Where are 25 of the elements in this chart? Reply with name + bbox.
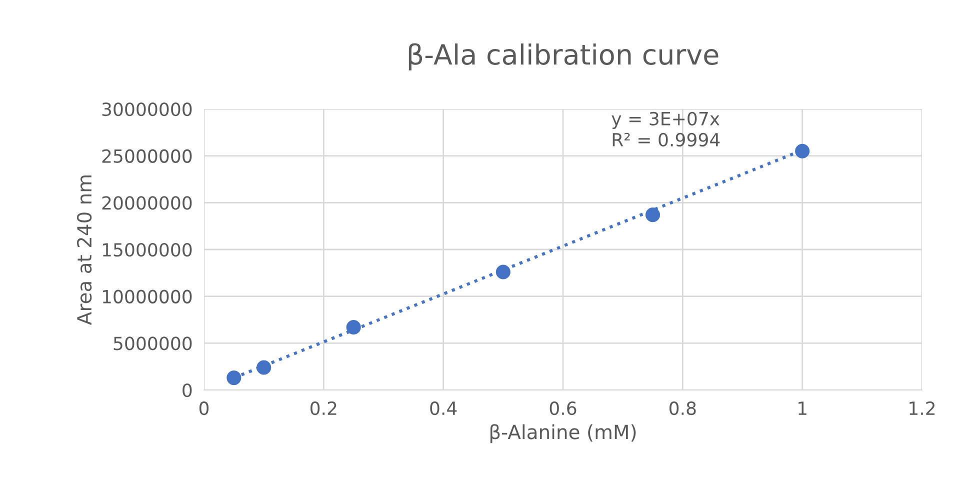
x-axis-title: β-Alanine (mM) [490, 424, 636, 444]
x-tick-label: 1.2 [910, 401, 935, 415]
x-tick-label: 1 [798, 402, 806, 415]
chart-title: β-Ala calibration curve [408, 43, 718, 70]
point [645, 208, 660, 222]
y-tick-label: 25000000 [102, 149, 192, 163]
y-tick-label: 30000000 [102, 102, 192, 116]
point [795, 144, 810, 158]
y-tick-label: 10000000 [102, 290, 192, 304]
point [256, 360, 272, 375]
x-tick-label: 0.6 [550, 401, 576, 416]
x-tick-label: 0 [199, 401, 209, 416]
y-tick-label: 15000000 [102, 242, 192, 257]
point [496, 264, 510, 280]
x-tick-label: 0.2 [310, 401, 336, 416]
annotation: y = 3E+07x [612, 112, 720, 129]
x-tick-label: 0.4 [430, 401, 457, 416]
y-tick-label: 5000000 [114, 336, 192, 350]
y-tick-label: 0 [182, 383, 192, 398]
x-tick-label: 0.8 [670, 401, 696, 416]
annotation: R² = 0.9994 [612, 132, 720, 147]
y-tick-label: 20000000 [102, 196, 192, 210]
point [346, 320, 361, 335]
y-axis-title: Area at 240 nm [76, 176, 92, 325]
point [226, 370, 242, 386]
